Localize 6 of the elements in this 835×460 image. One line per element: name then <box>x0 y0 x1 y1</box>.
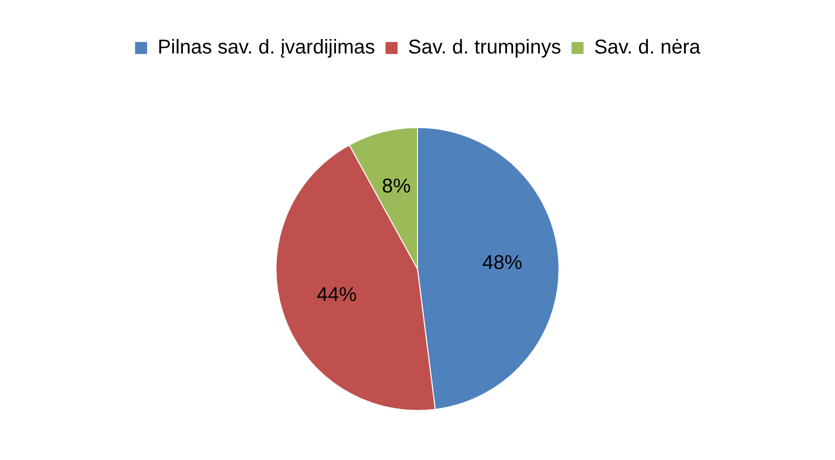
data-label: 44% <box>316 284 357 306</box>
legend-label: Sav. d. trumpinys <box>408 36 562 59</box>
data-label: 8% <box>382 175 412 198</box>
legend-label: Sav. d. nėra <box>594 36 702 59</box>
legend-label: Pilnas sav. d. įvardijimas <box>158 36 376 59</box>
data-label: 48% <box>482 252 522 274</box>
